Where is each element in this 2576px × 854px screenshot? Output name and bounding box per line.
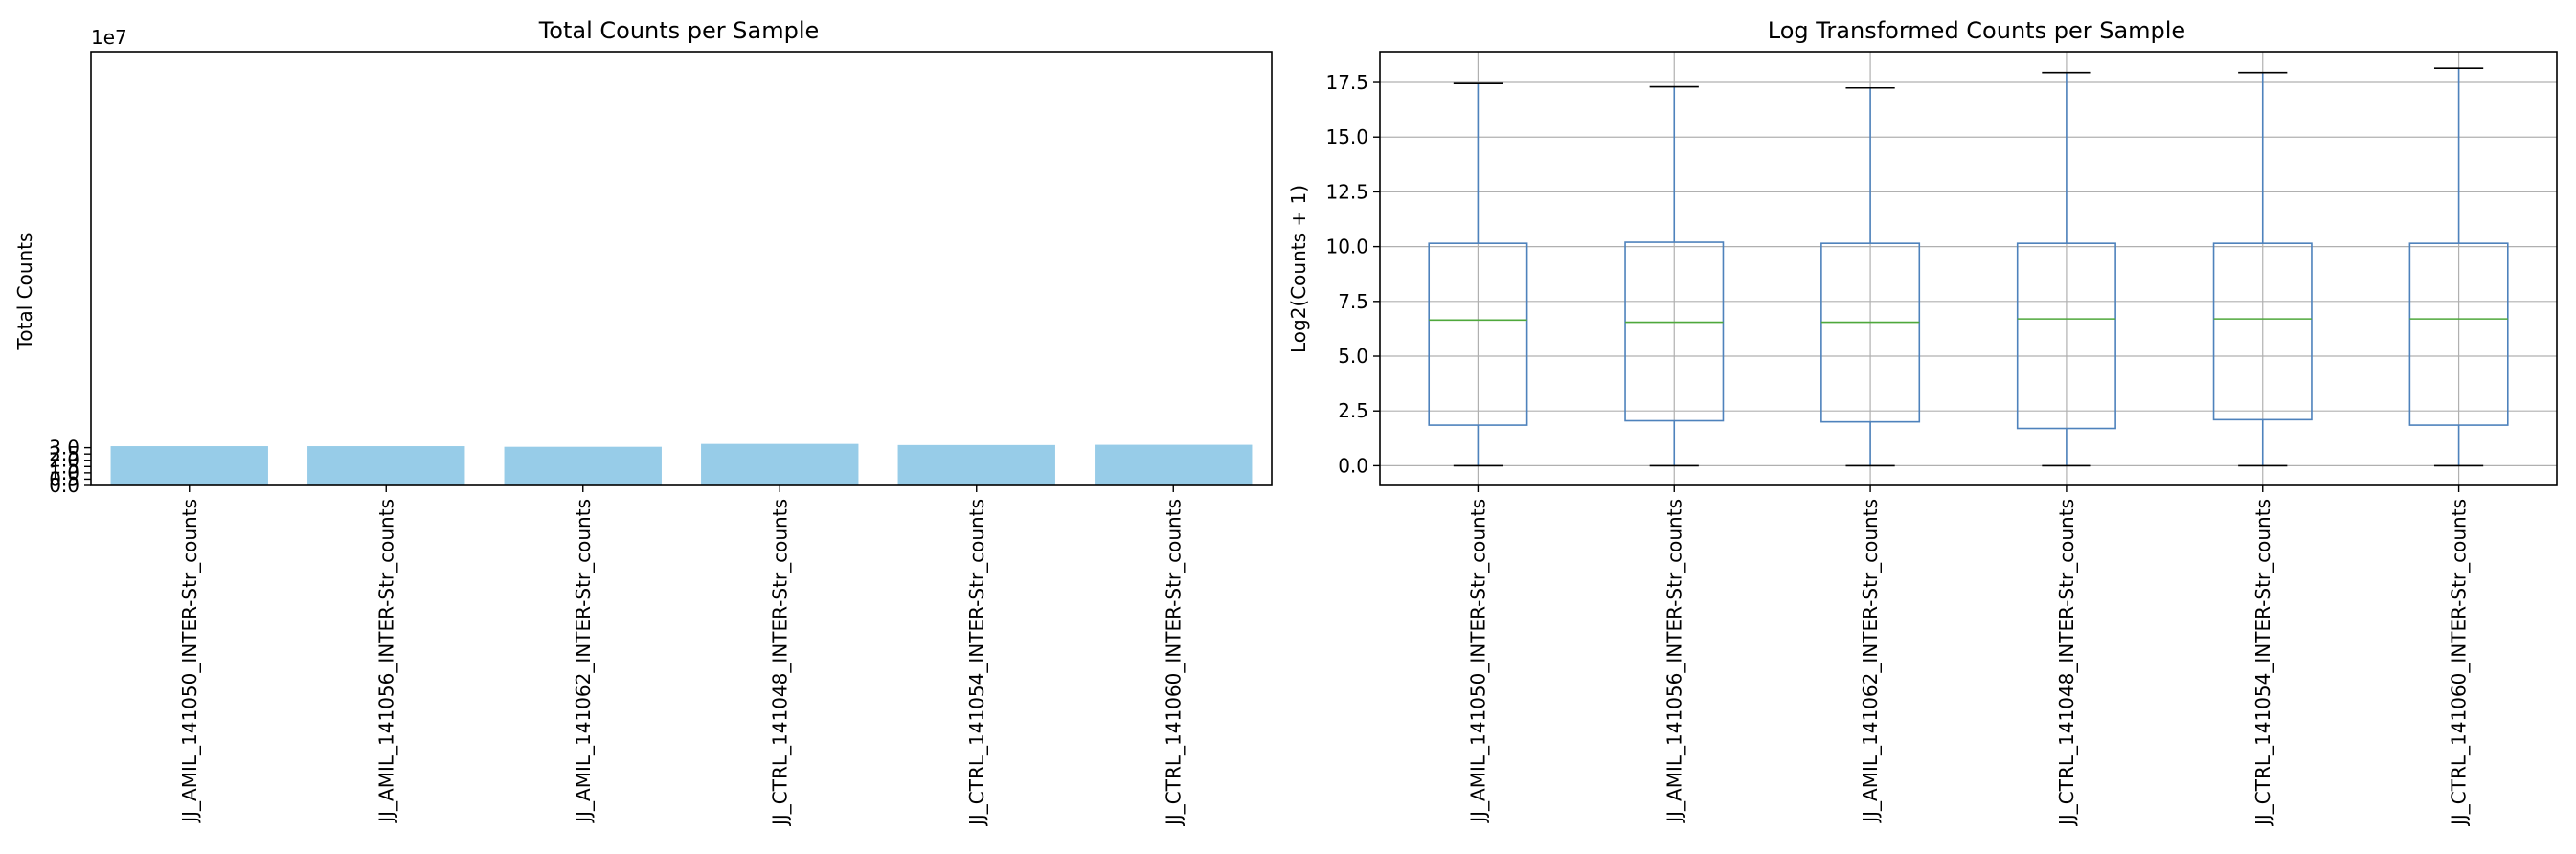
y-tick-label: 2.5	[49, 442, 79, 465]
box	[2408, 67, 2509, 467]
bars	[110, 443, 1253, 485]
total-counts-chart: Total Counts per Sample Total Counts 1e7…	[13, 17, 1273, 827]
y-tick-label: 7.5	[1338, 290, 1368, 313]
x-tick-label: JJ_AMIL_141050_INTER-Str_counts	[1466, 499, 1489, 824]
y-tick-label: 15.0	[1325, 125, 1368, 148]
x-tick-label: JJ_AMIL_141050_INTER-Str_counts	[178, 499, 201, 824]
bar	[110, 446, 268, 485]
bar	[1095, 444, 1253, 485]
interquartile-box	[2408, 242, 2509, 426]
box	[2212, 71, 2313, 467]
boxes	[1428, 67, 2509, 467]
interquartile-box	[2016, 242, 2116, 430]
interquartile-box	[1428, 242, 1528, 426]
x-axis-ticks: JJ_AMIL_141050_INTER-Str_counts JJ_AMIL_1…	[1466, 485, 2471, 827]
y-tick-label: 2.0	[49, 449, 79, 472]
x-tick-label: JJ_AMIL_141056_INTER-Str_counts	[374, 499, 397, 824]
x-tick-label: JJ_AMIL_141056_INTER-Str_counts	[1662, 499, 1685, 824]
box	[1820, 86, 1921, 467]
bar	[307, 446, 465, 485]
x-tick-label: JJ_AMIL_141062_INTER-Str_counts	[572, 499, 595, 824]
x-tick-label: JJ_AMIL_141062_INTER-Str_counts	[1859, 499, 1882, 824]
interquartile-box	[1820, 242, 1921, 423]
bar	[504, 446, 662, 485]
x-axis-ticks: JJ_AMIL_141050_INTER-Str_counts JJ_AMIL_1…	[178, 485, 1185, 827]
y-tick-label: 12.5	[1325, 180, 1368, 203]
x-tick-label: JJ_CTRL_141048_INTER-Str_counts	[768, 499, 791, 827]
x-tick-label: JJ_CTRL_141048_INTER-Str_counts	[2055, 499, 2078, 827]
box	[1428, 82, 1528, 467]
plot-area-frame	[1379, 51, 2558, 486]
box	[2016, 71, 2116, 467]
chart-title: Total Counts per Sample	[538, 17, 820, 44]
x-tick-label: JJ_CTRL_141054_INTER-Str_counts	[2251, 499, 2274, 827]
bar	[701, 443, 859, 485]
y-tick-label: 1.5	[49, 455, 79, 478]
y-axis-label: Total Counts	[13, 233, 36, 351]
bar	[897, 444, 1055, 485]
log-counts-boxplot: Log Transformed Counts per Sample Log2(C…	[1287, 17, 2558, 827]
y-axis-label: Log2(Counts + 1)	[1287, 185, 1310, 353]
interquartile-box	[1624, 241, 1725, 422]
y-axis-ticks: 0.00.51.01.52.02.53.0	[49, 437, 91, 497]
y-tick-label: 10.0	[1325, 236, 1368, 258]
grid-lines	[1380, 52, 2557, 485]
interquartile-box	[2212, 242, 2313, 421]
y-tick-label: 3.0	[49, 437, 79, 460]
y-tick-label: 0.5	[49, 467, 79, 490]
y-tick-label: 2.5	[1338, 399, 1368, 422]
x-tick-label: JJ_CTRL_141060_INTER-Str_counts	[2448, 499, 2471, 827]
y-tick-label: 0.0	[49, 474, 79, 497]
y-axis-ticks: 0.0 2.5 5.0 7.5 10.0 12.5 15.0 17.5	[1325, 71, 1380, 477]
box	[1624, 85, 1725, 467]
y-tick-label: 1.0	[49, 461, 79, 484]
chart-title: Log Transformed Counts per Sample	[1768, 17, 2185, 44]
x-tick-label: JJ_CTRL_141054_INTER-Str_counts	[965, 499, 988, 827]
plot-area-frame	[90, 51, 1273, 486]
y-tick-label: 5.0	[1338, 345, 1368, 368]
y-tick-label: 0.0	[1338, 454, 1368, 477]
x-tick-label: JJ_CTRL_141060_INTER-Str_counts	[1162, 499, 1185, 827]
axis-offset-label: 1e7	[91, 26, 127, 49]
y-tick-label: 17.5	[1325, 71, 1368, 94]
